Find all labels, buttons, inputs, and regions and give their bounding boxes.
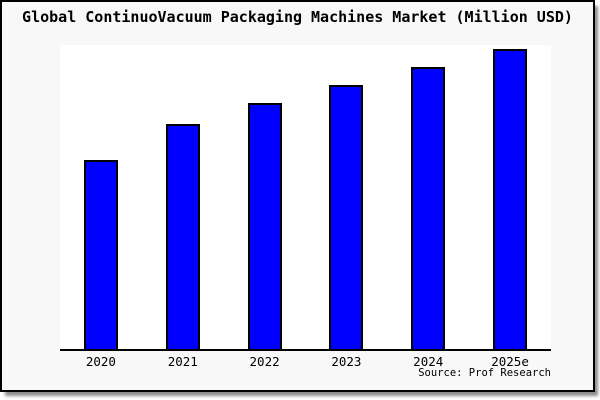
bar: [329, 85, 364, 349]
bar-slot: [305, 45, 387, 349]
chart-title: Global ContinuoVacuum Packaging Machines…: [22, 8, 573, 26]
bar: [83, 160, 118, 349]
bar: [411, 67, 446, 349]
bar-slot: [224, 45, 306, 349]
x-axis-labels: 2020 2021 2022 2023 2024 2025e: [60, 355, 551, 368]
bar: [493, 49, 528, 349]
x-tick-label: 2021: [167, 354, 198, 369]
x-tick-label: 2020: [85, 354, 116, 369]
x-tick-label: 2024: [413, 354, 444, 369]
bar: [165, 124, 200, 349]
bar-slot: [60, 45, 142, 349]
plot-area: [60, 45, 551, 351]
chart-frame: Global ContinuoVacuum Packaging Machines…: [0, 0, 595, 392]
x-tick-label: 2023: [331, 354, 362, 369]
bar-slot: [387, 45, 469, 349]
x-tick-label: 2025e: [491, 354, 529, 369]
bar-slot: [142, 45, 224, 349]
source-note: Source: Prof Research: [418, 367, 551, 379]
bar-slot: [469, 45, 551, 349]
bar: [247, 103, 282, 349]
x-tick-label: 2022: [249, 354, 280, 369]
